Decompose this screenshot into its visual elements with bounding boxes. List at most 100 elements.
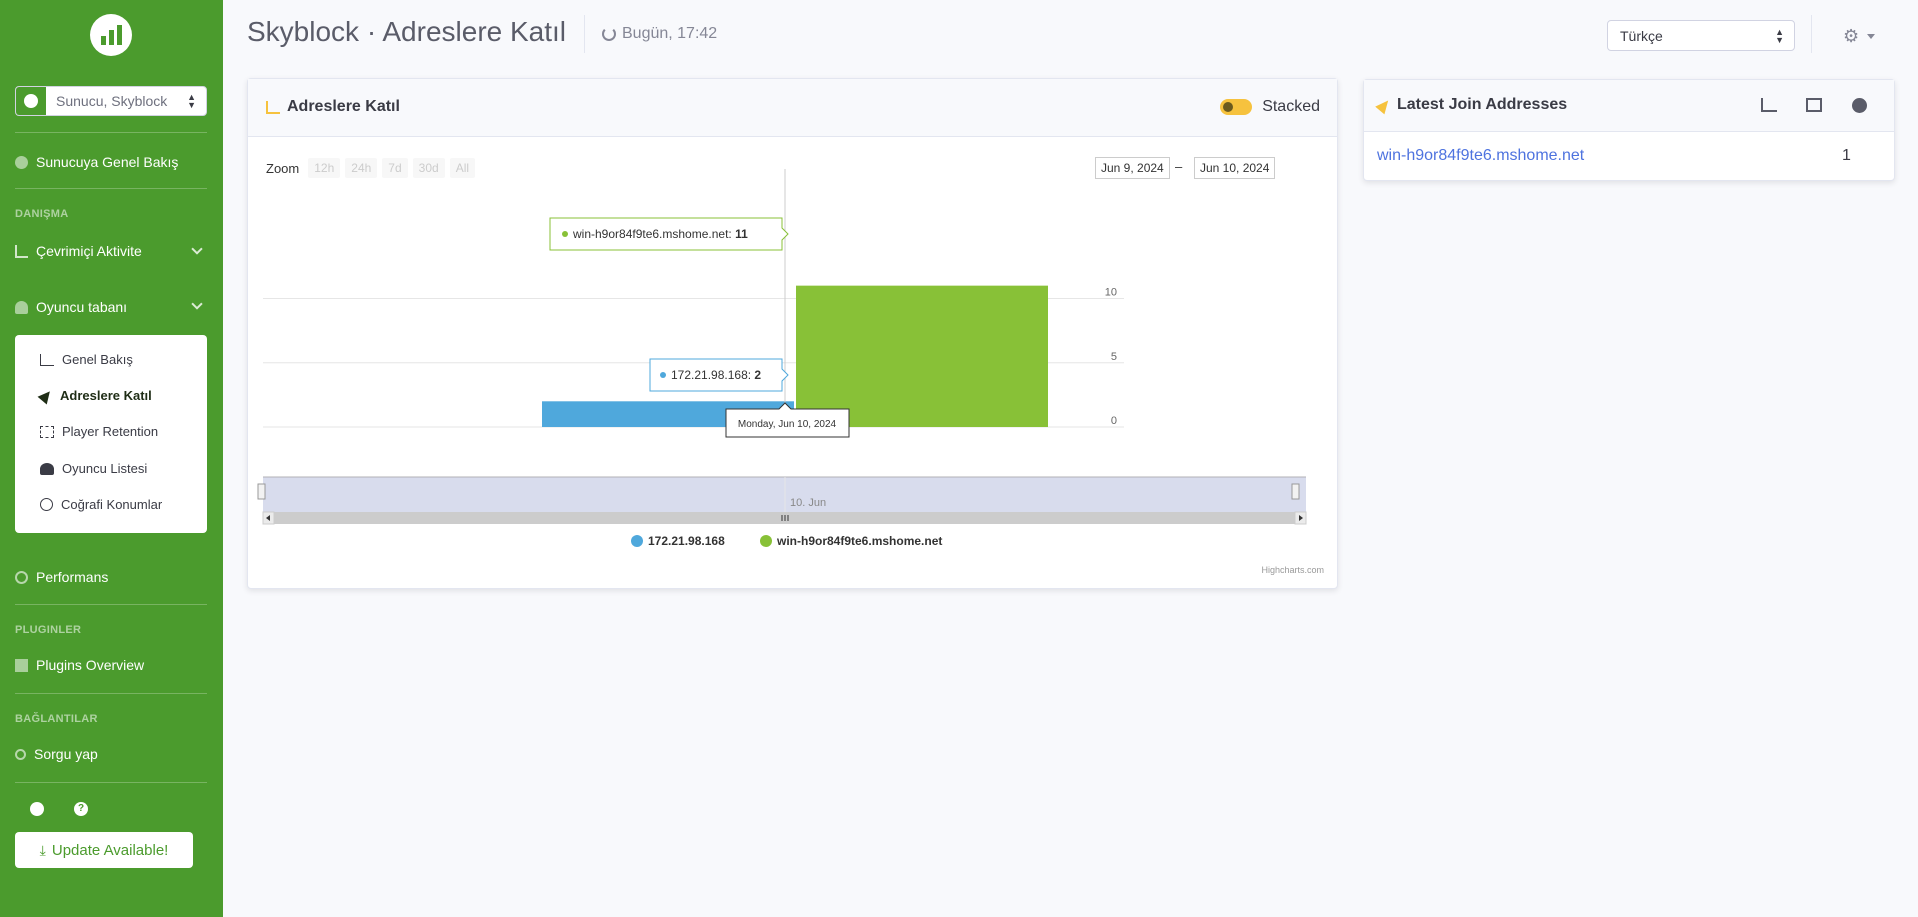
navigator-axis-label: 10. Jun — [790, 497, 826, 509]
subnav-item-label: Oyuncu Listesi — [62, 461, 148, 476]
sidebar-item-query[interactable]: Sorgu yap — [15, 746, 98, 762]
subnav-item-label: Genel Bakış — [62, 352, 133, 367]
chart-legend: 172.21.98.168 win-h9or84f9te6.mshome.net — [631, 534, 942, 548]
latest-card-title: Latest Join Addresses — [1375, 96, 1567, 114]
select-arrows-icon: ▲ ▼ — [187, 92, 196, 110]
latest-card-header: Latest Join Addresses — [1364, 80, 1894, 132]
users-viewfinder-icon — [40, 425, 54, 438]
section-heading-danisma: DANIŞMA — [15, 208, 69, 220]
zoom-button-30d[interactable]: 30d — [412, 158, 445, 178]
server-select[interactable]: Sunucu, Skyblock ▲ ▼ — [15, 86, 207, 116]
toggle-switch[interactable] — [1220, 99, 1253, 115]
subnav-item-player-retention[interactable]: Player Retention — [40, 424, 158, 439]
table-icon[interactable] — [1806, 98, 1822, 112]
zoom-button-7d[interactable]: 7d — [382, 158, 408, 178]
tooltip-blue-text: 172.21.98.168: 2 — [671, 368, 761, 382]
arrow-right-icon — [1299, 515, 1303, 521]
latest-address-link[interactable]: win-h9or84f9te6.mshome.net — [1377, 147, 1585, 164]
subnav-item-player-list[interactable]: Oyuncu Listesi — [40, 461, 147, 476]
cubes-icon — [15, 658, 28, 672]
language-select-value: Türkçe — [1620, 27, 1663, 44]
server-select-value: Sunucu, Skyblock — [56, 93, 168, 109]
highcharts-credit[interactable]: Highcharts.com — [1261, 565, 1324, 575]
sidebar-item-player-base[interactable]: Oyuncu tabanı — [15, 299, 127, 315]
stacked-label: Stacked — [1262, 98, 1320, 115]
navigator-handle-left[interactable] — [257, 483, 266, 500]
subnav-item-geolocations[interactable]: Coğrafi Konumlar — [40, 497, 162, 512]
sidebar-item-label: Sorgu yap — [34, 746, 98, 762]
info-circle-icon — [15, 155, 28, 169]
tooltip-green: win-h9or84f9te6.mshome.net: 11 — [549, 217, 789, 251]
bar-win-h9or84f9te6.mshome.net[interactable] — [796, 285, 1048, 427]
chart-line-icon — [40, 353, 54, 366]
sidebar-item-label: Oyuncu tabanı — [36, 299, 128, 315]
legend-marker — [631, 535, 643, 547]
sidebar-item-label: Performans — [36, 569, 109, 585]
legend-label: 172.21.98.168 — [648, 534, 725, 548]
chart-bar-icon — [266, 100, 280, 114]
subnav-item-join-addresses[interactable]: Adreslere Katıl — [37, 387, 152, 404]
sidebar-item-server-overview[interactable]: Sunucuya Genel Bakış — [15, 154, 178, 170]
location-arrow-icon — [37, 387, 55, 404]
chart-bar-icon[interactable] — [1761, 98, 1777, 112]
download-icon: ⤓ — [39, 841, 46, 858]
legend-item-green[interactable]: win-h9or84f9te6.mshome.net — [760, 534, 942, 548]
chevron-down-icon[interactable] — [191, 298, 203, 310]
settings-dropdown[interactable]: ⚙ — [1843, 26, 1876, 47]
sidebar-item-plugins-overview[interactable]: Plugins Overview — [15, 657, 144, 673]
join-addresses-chart-card: Adreslere Katıl Stacked Zoom 12h 24h 7d … — [247, 78, 1338, 589]
stacked-toggle[interactable]: Stacked — [1220, 98, 1320, 116]
zoom-button-24h[interactable]: 24h — [345, 158, 378, 178]
zoom-button-all[interactable]: All — [449, 158, 476, 178]
sidebar-divider — [15, 693, 207, 694]
sidebar: Sunucu, Skyblock ▲ ▼ Sunucuya Genel Bakış… — [0, 0, 223, 917]
date-from-input[interactable]: Jun 9, 2024 — [1095, 157, 1170, 179]
tooltip-blue: 172.21.98.168: 2 — [649, 358, 789, 392]
sidebar-item-performance[interactable]: Performans — [15, 569, 108, 585]
player-base-submenu: Genel Bakış Adreslere Katıl Player Reten… — [15, 335, 207, 533]
language-select[interactable]: Türkçe ▲ ▼ — [1607, 20, 1795, 51]
chart-area-icon — [15, 244, 28, 258]
update-available-button[interactable]: ⤓ Update Available! — [15, 832, 193, 868]
sidebar-divider — [15, 132, 207, 133]
y-tick-label: 5 — [1111, 351, 1117, 363]
sync-icon — [602, 27, 616, 41]
arrow-left-icon — [266, 515, 270, 521]
sidebar-item-online-activity[interactable]: Çevrimiçi Aktivite — [15, 243, 142, 259]
globe-icon — [40, 498, 53, 511]
question-circle-icon[interactable]: ? — [74, 802, 88, 816]
y-axis-ticks: 0 5 10 — [1105, 287, 1117, 428]
sidebar-item-label: Plugins Overview — [36, 657, 145, 673]
chevron-down-icon[interactable] — [191, 243, 203, 255]
header-divider — [584, 15, 585, 53]
compass-icon — [16, 87, 46, 115]
chart-pie-icon[interactable] — [1852, 98, 1867, 113]
plan-logo-icon[interactable] — [90, 14, 132, 56]
legend-label: win-h9or84f9te6.mshome.net — [776, 534, 942, 548]
users-icon — [40, 462, 54, 475]
cogs-icon — [15, 570, 28, 584]
y-tick-label: 10 — [1105, 287, 1117, 299]
refresh-indicator[interactable]: Bugün, 17:42 — [602, 25, 717, 43]
navigator-handle-right[interactable] — [1291, 483, 1300, 500]
subnav-item-overview[interactable]: Genel Bakış — [40, 352, 133, 367]
palette-icon[interactable] — [30, 802, 44, 816]
subnav-item-label: Coğrafi Konumlar — [61, 497, 163, 512]
zoom-button-12h[interactable]: 12h — [308, 158, 341, 178]
refresh-time: Bugün, 17:42 — [622, 25, 718, 42]
chart-navigator[interactable]: 10. Jun — [257, 476, 1307, 525]
legend-marker — [760, 535, 772, 547]
date-to-input[interactable]: Jun 10, 2024 — [1194, 157, 1276, 179]
zoom-label: Zoom — [266, 160, 300, 176]
latest-address-count: 1 — [1842, 147, 1851, 164]
y-tick-label: 0 — [1111, 415, 1117, 427]
tooltip-date-text: Monday, Jun 10, 2024 — [738, 419, 837, 430]
sidebar-divider — [15, 188, 207, 189]
date-range-dash: – — [1175, 159, 1183, 174]
users-icon — [15, 300, 28, 314]
zoom-controls: Zoom 12h 24h 7d 30d All — [266, 158, 476, 178]
location-arrow-icon — [1375, 96, 1393, 114]
legend-item-blue[interactable]: 172.21.98.168 — [631, 534, 725, 548]
tooltip-green-text: win-h9or84f9te6.mshome.net: 11 — [572, 227, 748, 241]
chart-card-title: Adreslere Katıl — [266, 98, 400, 116]
